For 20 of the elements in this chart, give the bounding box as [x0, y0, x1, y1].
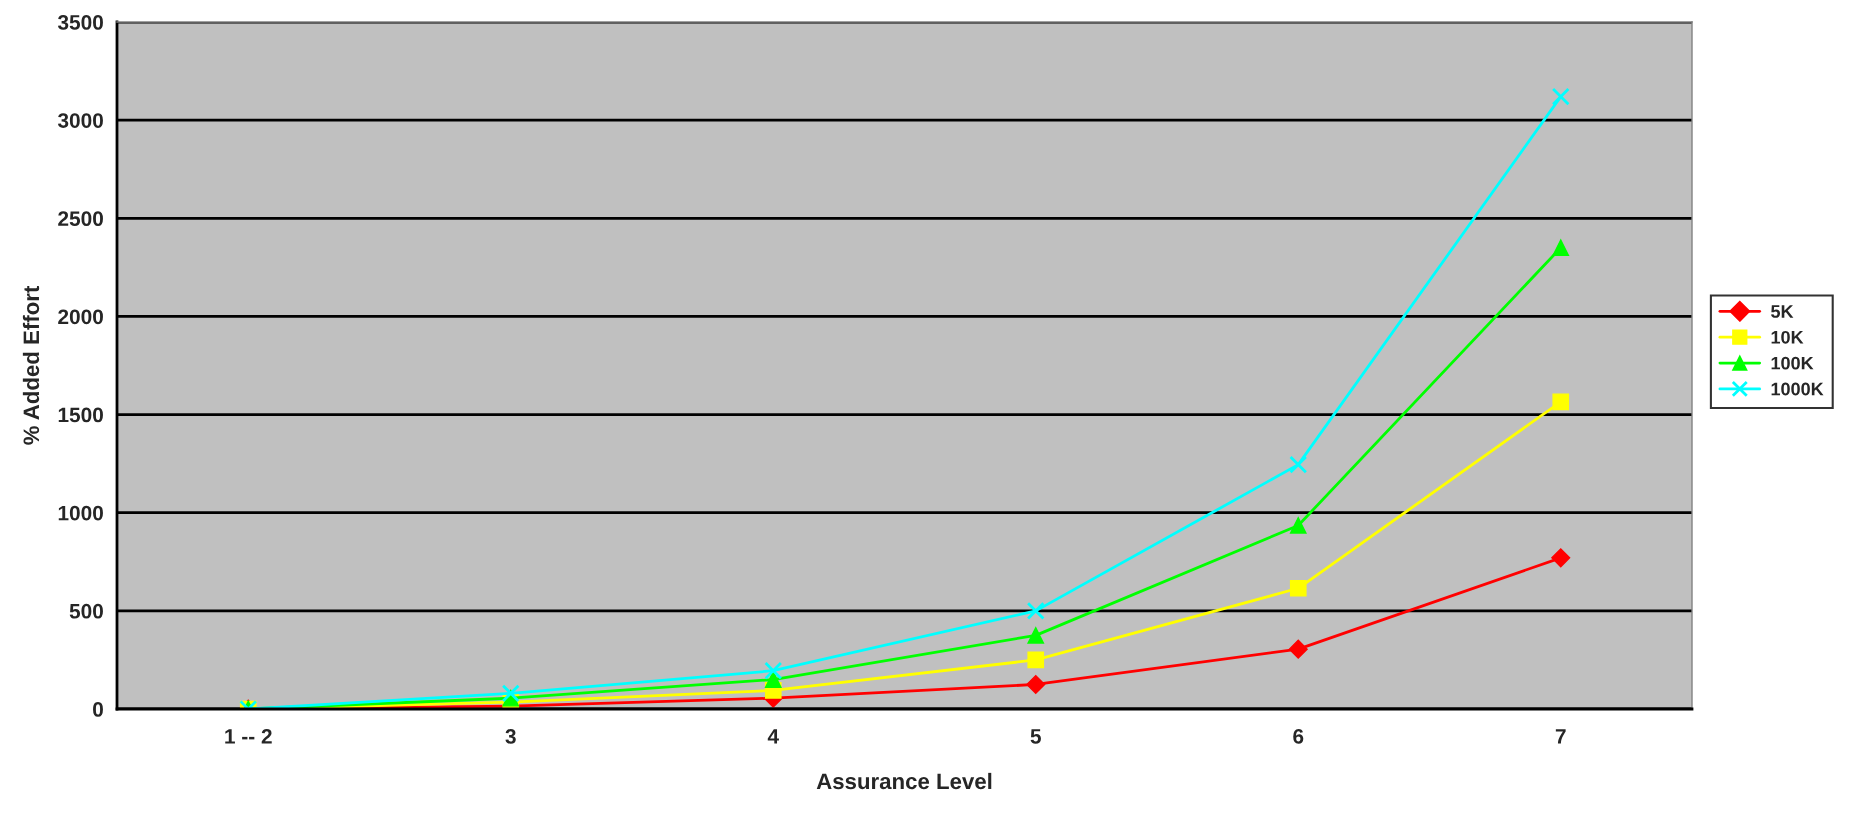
y-tick-label: 1500 [58, 407, 103, 423]
x-axis-title: Assurance Level [816, 772, 992, 790]
x-tick-label: 5 [1030, 729, 1041, 744]
y-tick-label: 3000 [57, 113, 103, 128]
y-tick-label: 2500 [58, 211, 103, 227]
legend-label: 1000K [1771, 382, 1824, 396]
legend-label: 5K [1771, 305, 1794, 318]
y-tick-label: 2000 [58, 309, 103, 325]
x-tick-label: 6 [1293, 728, 1304, 744]
y-axis-title: % Added Effort [22, 285, 40, 445]
y-tick-label: 500 [69, 603, 103, 619]
y-tick-label: 0 [93, 702, 103, 717]
x-tick-label: 1 -- 2 [225, 728, 272, 744]
x-tick-label: 3 [505, 728, 516, 744]
legend-label: 100K [1771, 356, 1814, 370]
y-tick-label: 1000 [58, 505, 103, 521]
legend-label: 10K [1771, 330, 1804, 344]
y-tick-label: 3500 [57, 15, 103, 30]
x-tick-label: 7 [1555, 729, 1566, 744]
x-tick-label: 4 [767, 729, 779, 744]
